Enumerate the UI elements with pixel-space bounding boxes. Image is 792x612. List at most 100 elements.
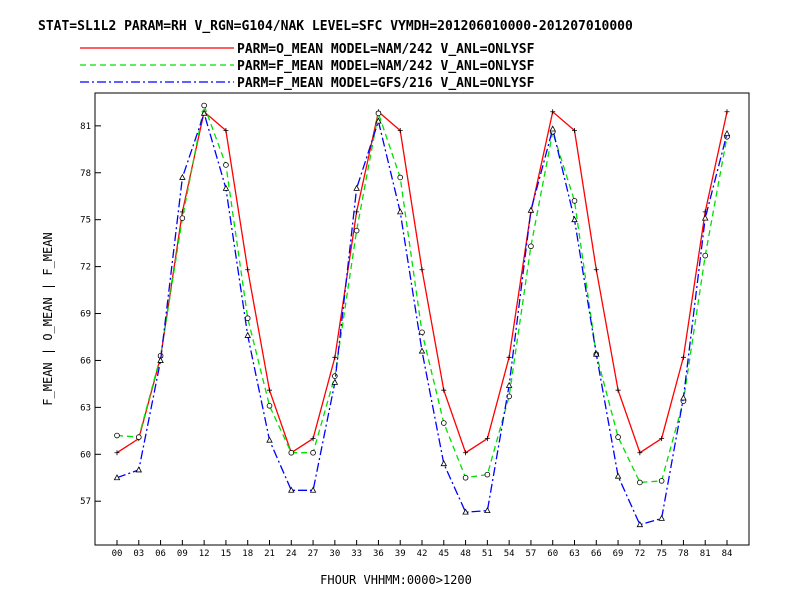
series-3-point-36 [375, 117, 382, 124]
x-tick-label-72: 72 [634, 549, 645, 559]
x-tick-label-03: 03 [133, 549, 144, 559]
x-tick-label-57: 57 [526, 549, 537, 559]
legend-label-2: PARM=F_MEAN MODEL=NAM/242 V_ANL=ONLYSF [237, 59, 535, 74]
x-tick-label-78: 78 [678, 549, 689, 559]
series-3-point-54 [505, 381, 513, 388]
series-2-point-57 [528, 243, 534, 250]
y-axis: 57 60 63 66 69 72 75 78 81 [80, 122, 101, 507]
x-tick-label-36: 36 [373, 549, 384, 559]
series-3-point-24 [288, 486, 295, 493]
y-tick-label-75: 75 [80, 216, 91, 226]
series-2-point-63 [571, 198, 578, 204]
series-2-point-03 [135, 434, 142, 440]
series-layer [113, 102, 731, 528]
series-2-point-30 [332, 373, 338, 379]
y-axis-title: F_MEAN | O_MEAN | F_MEAN [41, 232, 55, 405]
legend: PARM=O_MEAN MODEL=NAM/242 V_ANL=ONLYSF P… [80, 42, 535, 91]
series-2-point-39 [397, 174, 404, 181]
x-tick-label-45: 45 [438, 549, 449, 559]
series-1-point-30 [332, 354, 338, 360]
series-3-point-48 [462, 508, 469, 515]
series-3-point-00 [113, 474, 121, 481]
series-3-point-18 [244, 331, 251, 338]
series-1-point-51 [484, 436, 490, 442]
x-tick-label-39: 39 [395, 549, 406, 559]
series-2-point-69 [615, 434, 621, 440]
series-2-point-27 [310, 449, 316, 456]
series-1-point-48 [463, 450, 469, 456]
x-tick-label-69: 69 [613, 549, 624, 559]
series-3-point-60 [549, 125, 556, 132]
series-1-point-78 [680, 354, 686, 360]
series-1-point-27 [310, 436, 316, 442]
series-2-point-12 [201, 102, 207, 109]
series-2-point-72 [637, 479, 643, 486]
x-tick-label-15: 15 [221, 549, 232, 559]
series-1-point-72 [637, 450, 643, 456]
legend-label-1: PARM=O_MEAN MODEL=NAM/242 V_ANL=ONLYSF [237, 42, 535, 57]
series-2-point-75 [658, 478, 665, 484]
x-tick-label-51: 51 [482, 549, 493, 559]
series-3-point-27 [309, 486, 317, 493]
x-tick-label-42: 42 [417, 549, 428, 559]
series-3-point-57 [527, 206, 535, 213]
series-3 [113, 109, 731, 528]
series-2-point-36 [375, 110, 382, 117]
x-tick-label-00: 00 [112, 549, 123, 559]
series-1 [114, 109, 730, 456]
x-tick-label-24: 24 [286, 549, 297, 559]
series-2-point-51 [484, 471, 491, 478]
series-1-point-45 [441, 387, 447, 393]
x-axis: 00 03 06 09 12 15 18 21 24 27 30 33 36 39 42 45 48 51 54 57… [112, 540, 733, 559]
series-2-point-21 [266, 403, 273, 409]
series-2-point-00 [114, 432, 120, 439]
series-3-point-72 [636, 521, 644, 528]
series-3-point-09 [179, 173, 186, 180]
series-1-point-18 [245, 267, 251, 273]
series-1-point-69 [615, 387, 621, 393]
x-axis-title: FHOUR VHHMM:0000>1200 [320, 573, 472, 587]
series-3-point-81 [701, 214, 709, 221]
legend-entry-3: PARM=F_MEAN MODEL=GFS/216 V_ANL=ONLYSF [80, 76, 535, 91]
series-1-point-66 [593, 267, 599, 273]
legend-label-3: PARM=F_MEAN MODEL=GFS/216 V_ANL=ONLYSF [237, 76, 535, 91]
series-3-point-39 [396, 208, 404, 215]
series-1-point-15 [223, 128, 229, 134]
legend-entry-1: PARM=O_MEAN MODEL=NAM/242 V_ANL=ONLYSF [80, 42, 535, 57]
series-line-3 [116, 111, 728, 526]
x-tick-label-84: 84 [722, 549, 733, 559]
series-3-point-45 [440, 460, 448, 467]
series-1-point-54 [506, 354, 512, 360]
series-3-point-21 [266, 436, 273, 443]
y-tick-label-66: 66 [80, 356, 91, 366]
x-tick-label-54: 54 [504, 549, 515, 559]
series-1-point-60 [550, 109, 556, 115]
x-tick-label-18: 18 [242, 549, 253, 559]
x-tick-label-75: 75 [656, 549, 667, 559]
x-tick-label-63: 63 [569, 549, 580, 559]
series-3-point-66 [593, 350, 600, 357]
series-1-point-63 [572, 128, 577, 134]
series-1-point-00 [114, 450, 120, 456]
chart-title: STAT=SL1L2 PARAM=RH V_RGN=G104/NAK LEVEL… [38, 19, 633, 34]
series-3-point-06 [157, 356, 164, 363]
series-2-point-42 [419, 329, 425, 336]
y-tick-label-81: 81 [80, 122, 91, 132]
series-2-point-24 [288, 449, 295, 456]
x-tick-label-06: 06 [155, 549, 166, 559]
x-tick-label-12: 12 [199, 549, 210, 559]
series-1-point-42 [419, 267, 425, 273]
x-tick-label-60: 60 [547, 549, 558, 559]
series-line-1 [116, 110, 728, 454]
x-tick-label-66: 66 [591, 549, 602, 559]
series-3-point-03 [135, 466, 143, 473]
series-3-point-51 [484, 506, 491, 513]
x-tick-label-21: 21 [264, 549, 275, 559]
x-tick-label-48: 48 [460, 549, 471, 559]
y-tick-label-57: 57 [80, 497, 91, 507]
series-1-point-84 [724, 109, 730, 115]
series-2 [114, 102, 730, 486]
series-1-point-75 [659, 436, 665, 442]
series-3-point-69 [614, 472, 622, 479]
